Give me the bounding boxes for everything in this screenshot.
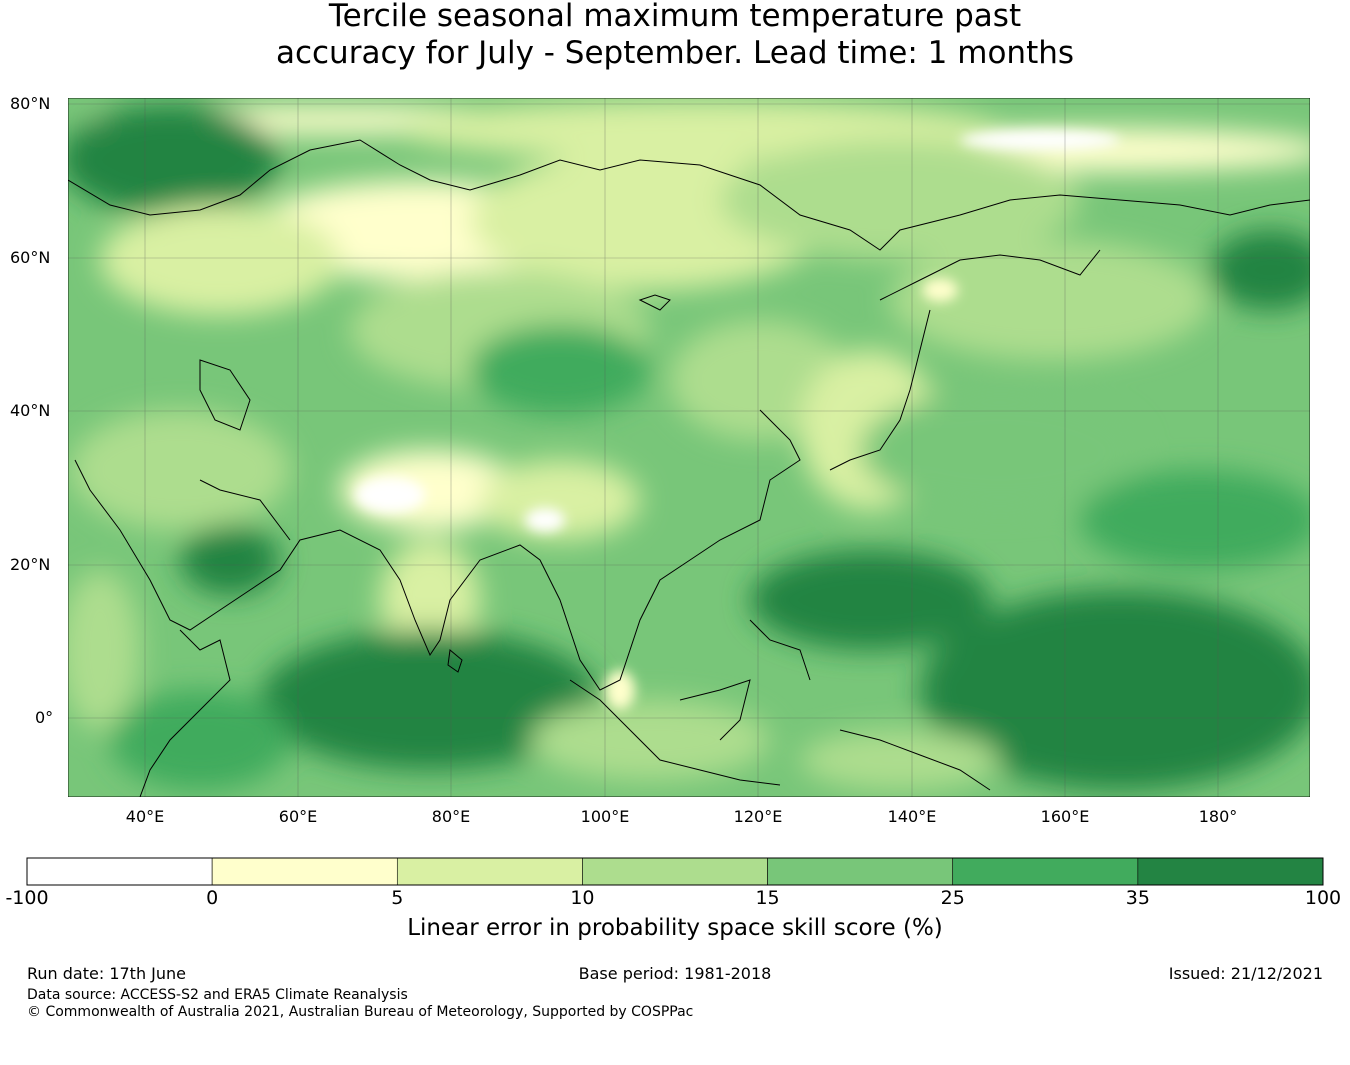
- lon-label-140e: 140°E: [887, 807, 937, 826]
- colorbar-tick-label: 100: [1304, 887, 1342, 909]
- graticule: [68, 98, 1310, 797]
- colorbar-swatch: [26, 857, 213, 886]
- colorbar-tick-label: 5: [391, 887, 404, 909]
- colorbar-swatch: [582, 857, 768, 886]
- lat-label-40n: 40°N: [10, 401, 51, 420]
- colorbar-tick-label: 0: [206, 887, 219, 909]
- lon-label-180: 180°: [1198, 807, 1238, 826]
- map-field: [68, 98, 1310, 797]
- base-period: Base period: 1981-2018: [578, 964, 772, 983]
- lat-label-20n: 20°N: [10, 555, 51, 574]
- copyright: © Commonwealth of Australia 2021, Austra…: [27, 1004, 694, 1020]
- colorbar-tick-label: 35: [1125, 887, 1150, 909]
- run-date: Run date: 17th June: [27, 964, 187, 983]
- lat-label-60n: 60°N: [10, 248, 51, 267]
- colorbar-swatch: [211, 857, 398, 886]
- lon-label-60e: 60°E: [278, 807, 318, 826]
- colorbar-swatch: [1137, 857, 1324, 886]
- coastlines: [68, 139, 1310, 797]
- colorbar-swatch: [396, 857, 583, 886]
- map-title-line-1: Tercile seasonal maximum temperature pas…: [328, 0, 1022, 34]
- colorbar-tick-label: 15: [755, 887, 780, 909]
- colorbar-tick-label: 10: [570, 887, 595, 909]
- colorbar-label: Linear error in probability space skill …: [407, 915, 943, 941]
- skill-score-map: [68, 98, 1310, 797]
- colorbar-tick-label: -100: [5, 887, 49, 909]
- data-source: Data source: ACCESS-S2 and ERA5 Climate …: [27, 987, 408, 1003]
- lon-label-160e: 160°E: [1040, 807, 1090, 826]
- lat-label-0: 0°: [35, 708, 54, 727]
- issued-date: Issued: 21/12/2021: [1168, 964, 1323, 983]
- colorbar-tick-label: 25: [940, 887, 965, 909]
- lon-label-40e: 40°E: [125, 807, 165, 826]
- lon-label-100e: 100°E: [580, 807, 630, 826]
- lon-label-80e: 80°E: [431, 807, 471, 826]
- colorbar-swatch: [952, 857, 1139, 886]
- lat-label-80n: 80°N: [10, 94, 51, 113]
- lon-label-120e: 120°E: [733, 807, 783, 826]
- colorbar-swatch: [767, 857, 954, 886]
- map-title-line-2: accuracy for July - September. Lead time…: [275, 35, 1075, 71]
